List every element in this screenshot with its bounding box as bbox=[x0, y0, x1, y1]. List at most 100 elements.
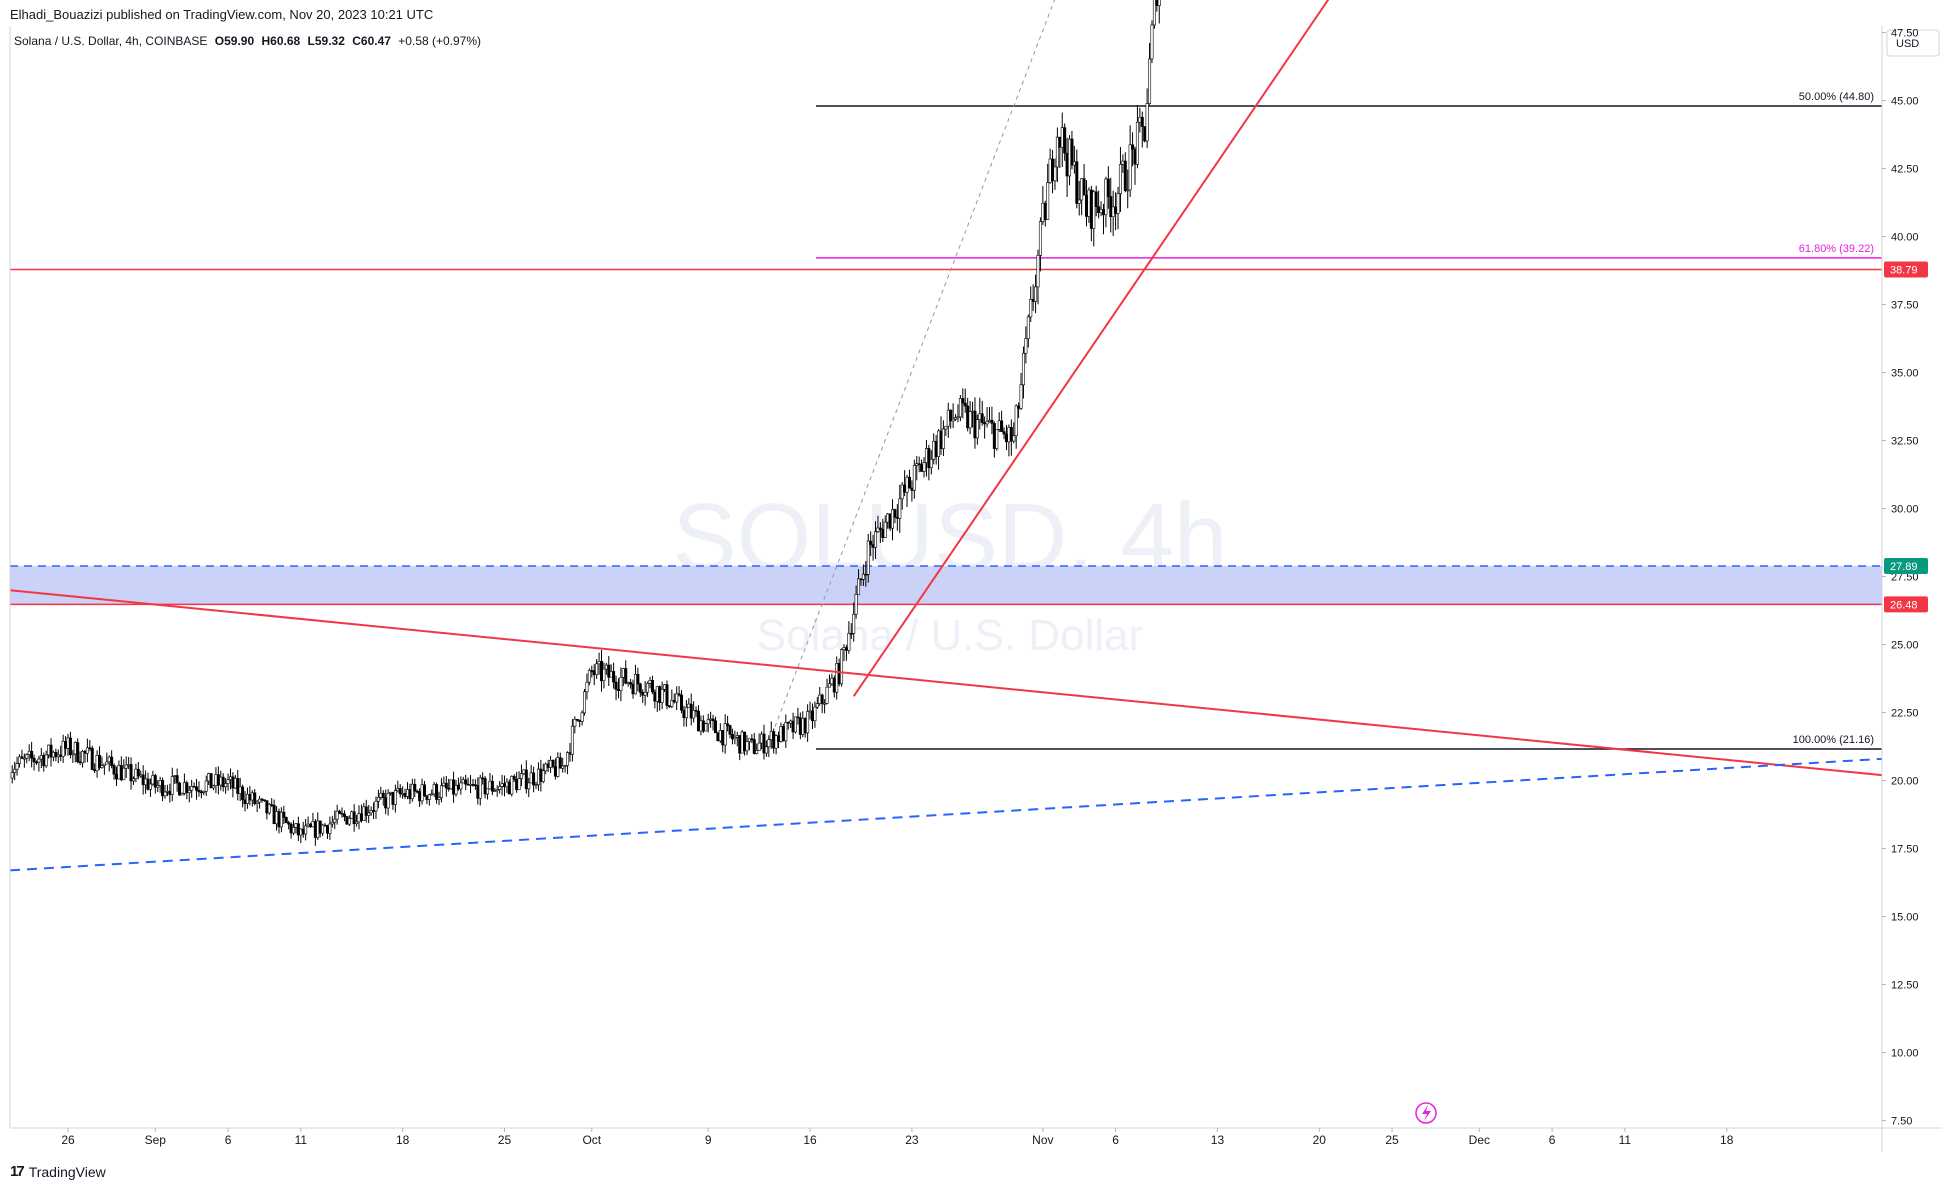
candle-body bbox=[721, 730, 725, 746]
candle-body bbox=[422, 784, 426, 796]
candle-body bbox=[980, 413, 984, 423]
candle-body bbox=[755, 750, 759, 754]
candle-body bbox=[275, 811, 279, 825]
candle-body bbox=[333, 818, 337, 823]
candle-body bbox=[168, 790, 172, 795]
dashed-support-trendline bbox=[9, 757, 1883, 872]
candle-body bbox=[932, 440, 936, 460]
candle-body bbox=[551, 760, 555, 767]
candle-body bbox=[587, 670, 591, 683]
ohlc-low: L59.32 bbox=[308, 34, 345, 48]
candle-body bbox=[578, 719, 582, 722]
candle-body bbox=[408, 789, 412, 800]
candle-body bbox=[71, 753, 75, 756]
candle-body bbox=[355, 821, 359, 825]
tradingview-brand[interactable]: 17 TradingView bbox=[10, 1163, 106, 1180]
candle-body bbox=[723, 723, 727, 746]
candle-body bbox=[973, 410, 977, 439]
symbol-legend[interactable]: Solana / U.S. Dollar, 4h, COINBASE O59.9… bbox=[14, 34, 485, 48]
candle-body bbox=[30, 750, 34, 759]
time-tick-label: 6 bbox=[1112, 1133, 1119, 1147]
candle-body bbox=[808, 710, 812, 713]
candle-body bbox=[1143, 126, 1147, 142]
head-shoulders-pattern[interactable] bbox=[1164, 0, 1437, 1124]
fibonacci-retracement[interactable]: 0.00% (68.44)23.60% (57.28)38.20% (50.38… bbox=[765, 0, 1882, 750]
candle-body bbox=[536, 768, 540, 785]
candle-body bbox=[762, 733, 766, 754]
candle-body bbox=[711, 718, 715, 722]
candle-body bbox=[481, 777, 485, 780]
price-tick-label: 32.50 bbox=[1891, 436, 1919, 448]
candle-body bbox=[815, 703, 819, 708]
candle-body bbox=[478, 777, 482, 799]
candle-body bbox=[733, 737, 737, 740]
candle-body bbox=[643, 691, 647, 696]
time-tick-label: 11 bbox=[1619, 1133, 1632, 1147]
candle-body bbox=[1094, 191, 1098, 207]
candle-body bbox=[190, 786, 194, 791]
candle-body bbox=[134, 768, 138, 780]
candle-body bbox=[78, 761, 82, 764]
candle-body bbox=[927, 448, 931, 469]
candle-body bbox=[832, 677, 836, 693]
candle-body bbox=[389, 791, 393, 794]
candle-body bbox=[350, 811, 354, 819]
candle-body bbox=[459, 782, 463, 790]
candle-body bbox=[153, 775, 157, 788]
price-tick-label: 42.50 bbox=[1891, 164, 1919, 176]
candle-body bbox=[1051, 158, 1055, 182]
time-tick-label: 18 bbox=[396, 1133, 410, 1147]
price-tick-label: 30.00 bbox=[1891, 504, 1919, 516]
candle-body bbox=[427, 794, 431, 800]
candle-body bbox=[396, 788, 400, 791]
candle-body bbox=[405, 789, 409, 797]
candle-body bbox=[25, 754, 29, 759]
candle-body bbox=[102, 763, 106, 766]
candle-body bbox=[226, 779, 230, 784]
candle-body bbox=[1017, 405, 1021, 409]
candle-body bbox=[20, 756, 24, 759]
candle-body bbox=[823, 703, 827, 705]
lightning-icon bbox=[1422, 1105, 1431, 1121]
ohlc-close: C60.47 bbox=[352, 34, 391, 48]
candle-body bbox=[1041, 202, 1045, 222]
candle-body bbox=[910, 487, 914, 491]
candle-body bbox=[1101, 209, 1105, 216]
candle-body bbox=[420, 784, 424, 802]
candle-body bbox=[961, 398, 965, 404]
candle-body bbox=[864, 573, 868, 576]
candle-body bbox=[59, 754, 63, 757]
candle-body bbox=[447, 787, 451, 790]
candle-body bbox=[238, 786, 242, 794]
candle-body bbox=[818, 694, 822, 704]
tradingview-logo-icon: 17 bbox=[10, 1163, 25, 1180]
candle-body bbox=[1031, 299, 1035, 302]
candle-body bbox=[772, 731, 776, 749]
candle-body bbox=[522, 769, 526, 774]
candle-body bbox=[672, 700, 676, 703]
trendlines[interactable] bbox=[9, 0, 1883, 872]
candlestick-series bbox=[10, 0, 1161, 846]
candle-body bbox=[556, 757, 560, 777]
candle-body bbox=[442, 782, 446, 787]
price-tick-label: 12.50 bbox=[1891, 980, 1919, 992]
candle-body bbox=[1109, 196, 1113, 218]
price-tick-label: 15.00 bbox=[1891, 912, 1919, 924]
candle-body bbox=[127, 764, 131, 766]
candle-body bbox=[173, 775, 177, 777]
candle-body bbox=[483, 778, 487, 795]
ohlc-open: O59.90 bbox=[215, 34, 254, 48]
candle-body bbox=[764, 746, 768, 754]
candle-body bbox=[231, 776, 235, 789]
support-zone bbox=[10, 565, 1882, 605]
candle-body bbox=[139, 774, 143, 777]
candle-body bbox=[641, 692, 645, 696]
candle-body bbox=[575, 718, 579, 721]
candle-body bbox=[1058, 136, 1062, 148]
low-value: 59.32 bbox=[314, 34, 345, 48]
candle-body bbox=[924, 448, 928, 464]
candle-body bbox=[585, 681, 589, 693]
horizontal-levels bbox=[10, 268, 1882, 606]
candle-body bbox=[452, 779, 456, 795]
